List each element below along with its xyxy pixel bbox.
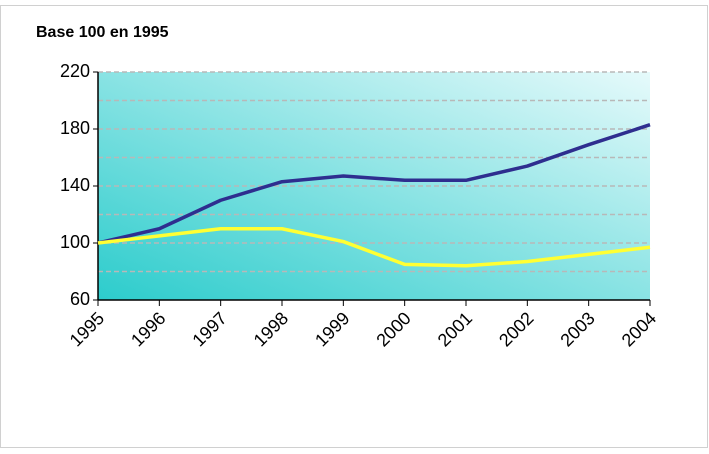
y-tick-label: 140 [60,175,90,195]
line-series [97,227,651,268]
chart-title: Base 100 en 1995 [36,24,169,41]
y-tick-label: 220 [60,61,90,81]
y-tick-label: 180 [60,118,90,138]
line-series [97,123,651,245]
y-tick-label: 100 [60,232,90,252]
y-tick-label: 60 [70,289,90,309]
